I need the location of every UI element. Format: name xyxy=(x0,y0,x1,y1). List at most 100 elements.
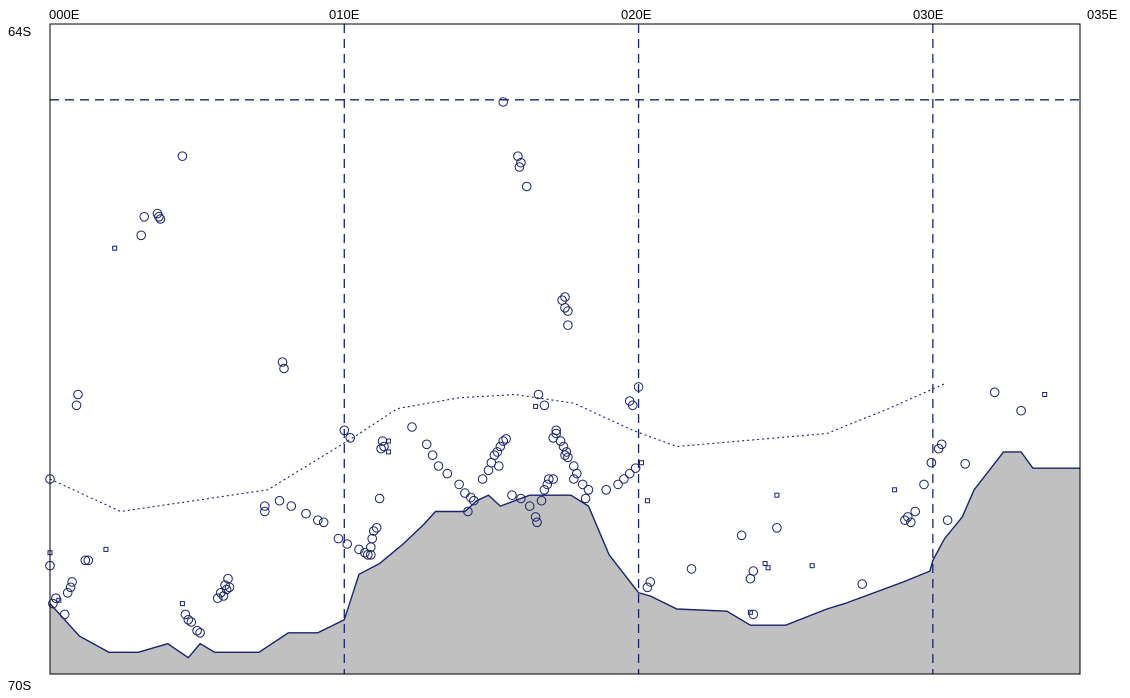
station-circle xyxy=(903,512,913,522)
front-line xyxy=(49,383,945,513)
station-circle xyxy=(561,447,572,457)
station-circle xyxy=(360,547,370,558)
station-circle xyxy=(80,555,91,566)
station-circle xyxy=(260,501,270,511)
station-square xyxy=(112,245,118,251)
station-circle xyxy=(421,439,432,450)
station-circle xyxy=(192,625,202,636)
lat-label-64s: 64S xyxy=(8,24,32,39)
station-circle xyxy=(136,230,146,241)
station-square xyxy=(774,492,780,498)
station-square xyxy=(892,487,898,493)
station-circle xyxy=(498,97,509,107)
station-square xyxy=(762,561,768,566)
lat-label-70s: 70S xyxy=(8,678,32,693)
station-circle xyxy=(274,495,285,506)
station-circle xyxy=(645,577,656,587)
station-circle xyxy=(989,387,1000,398)
station-circle xyxy=(501,434,511,444)
lon-label-035e: 035E xyxy=(1087,7,1118,22)
station-circle xyxy=(379,441,389,452)
station-circle xyxy=(65,582,76,593)
station-circle xyxy=(71,400,82,411)
station-circle xyxy=(407,422,417,432)
station-circle xyxy=(212,593,223,604)
station-circle xyxy=(367,533,378,544)
station-circle xyxy=(368,526,379,536)
station-square xyxy=(644,498,650,504)
station-circle xyxy=(495,441,506,452)
station-circle xyxy=(539,400,550,411)
station-circle xyxy=(442,468,453,479)
station-circle xyxy=(583,485,594,495)
station-circle xyxy=(183,615,194,625)
station-circle xyxy=(563,320,573,331)
station-circle xyxy=(533,389,544,400)
station-circle xyxy=(469,495,479,506)
station-circle xyxy=(59,609,70,620)
station-circle xyxy=(279,363,289,374)
station-circle xyxy=(748,566,759,576)
station-circle xyxy=(572,468,582,479)
station-circle xyxy=(139,212,149,222)
land-mass xyxy=(50,451,1080,674)
station-circle xyxy=(454,479,464,490)
station-circle xyxy=(218,591,229,601)
station-circle xyxy=(516,157,526,168)
station-circle xyxy=(339,425,350,436)
station-circle xyxy=(223,573,233,584)
station-circle xyxy=(513,151,523,161)
station-square xyxy=(533,403,539,409)
station-circle xyxy=(560,303,570,313)
station-circle xyxy=(906,517,916,528)
station-circle xyxy=(560,292,570,302)
station-circle xyxy=(427,450,438,461)
station-circle xyxy=(463,506,473,517)
station-circle xyxy=(772,523,782,533)
map-frame-border xyxy=(49,23,1081,675)
station-circle xyxy=(942,515,953,526)
station-circle xyxy=(371,523,382,533)
station-circle xyxy=(542,479,553,490)
station-circle xyxy=(507,490,517,501)
graticule xyxy=(50,24,1080,674)
station-circle xyxy=(536,495,547,506)
circle-markers xyxy=(45,97,1026,638)
station-circle xyxy=(180,609,191,620)
lon-label-020e: 020E xyxy=(621,7,652,22)
station-circle xyxy=(186,617,197,627)
station-circle xyxy=(67,577,77,587)
station-circle xyxy=(910,506,921,517)
station-circle xyxy=(555,436,566,446)
station-circle xyxy=(492,447,503,457)
station-square xyxy=(747,609,753,615)
lon-label-030e: 030E xyxy=(913,7,944,22)
station-circle xyxy=(960,459,971,469)
station-circle xyxy=(318,517,329,528)
station-circle xyxy=(345,433,356,443)
station-circle xyxy=(195,628,205,638)
station-circle xyxy=(494,461,504,471)
station-circle xyxy=(354,544,364,555)
station-circle xyxy=(577,479,588,490)
station-circle xyxy=(521,181,532,192)
station-circle xyxy=(919,479,929,490)
station-circle xyxy=(374,493,385,504)
station-circle xyxy=(548,474,559,484)
station-circle xyxy=(301,508,311,519)
station-circle xyxy=(857,579,868,589)
station-circle xyxy=(83,555,94,566)
station-square xyxy=(385,438,391,444)
station-circle xyxy=(221,584,232,595)
station-circle xyxy=(563,306,573,316)
station-circle xyxy=(333,533,344,544)
lon-label-010e: 010E xyxy=(329,7,360,22)
station-circle xyxy=(73,389,83,400)
station-square xyxy=(179,601,185,607)
station-circle xyxy=(342,539,353,549)
station-square xyxy=(809,563,815,569)
station-circle xyxy=(220,580,230,591)
station-circle xyxy=(551,425,562,436)
station-circle xyxy=(466,492,476,503)
